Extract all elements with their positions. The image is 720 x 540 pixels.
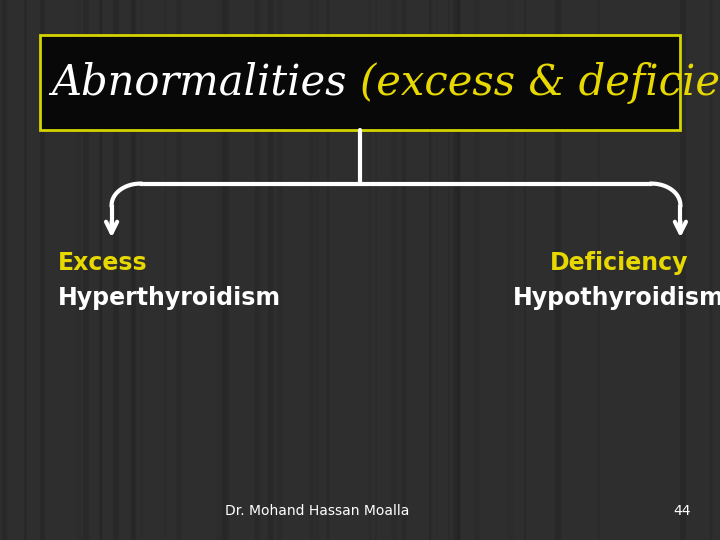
Text: 44: 44 [674,504,691,518]
FancyBboxPatch shape [40,35,680,130]
Text: (excess & deficiency): (excess & deficiency) [360,61,720,104]
Text: Excess: Excess [58,251,147,275]
Text: Abnormalities: Abnormalities [51,62,360,103]
Text: Deficiency: Deficiency [550,251,688,275]
Text: Hypothyroidism: Hypothyroidism [513,286,720,310]
Text: Dr. Mohand Hassan Moalla: Dr. Mohand Hassan Moalla [225,504,409,518]
Text: Hyperthyroidism: Hyperthyroidism [58,286,281,310]
